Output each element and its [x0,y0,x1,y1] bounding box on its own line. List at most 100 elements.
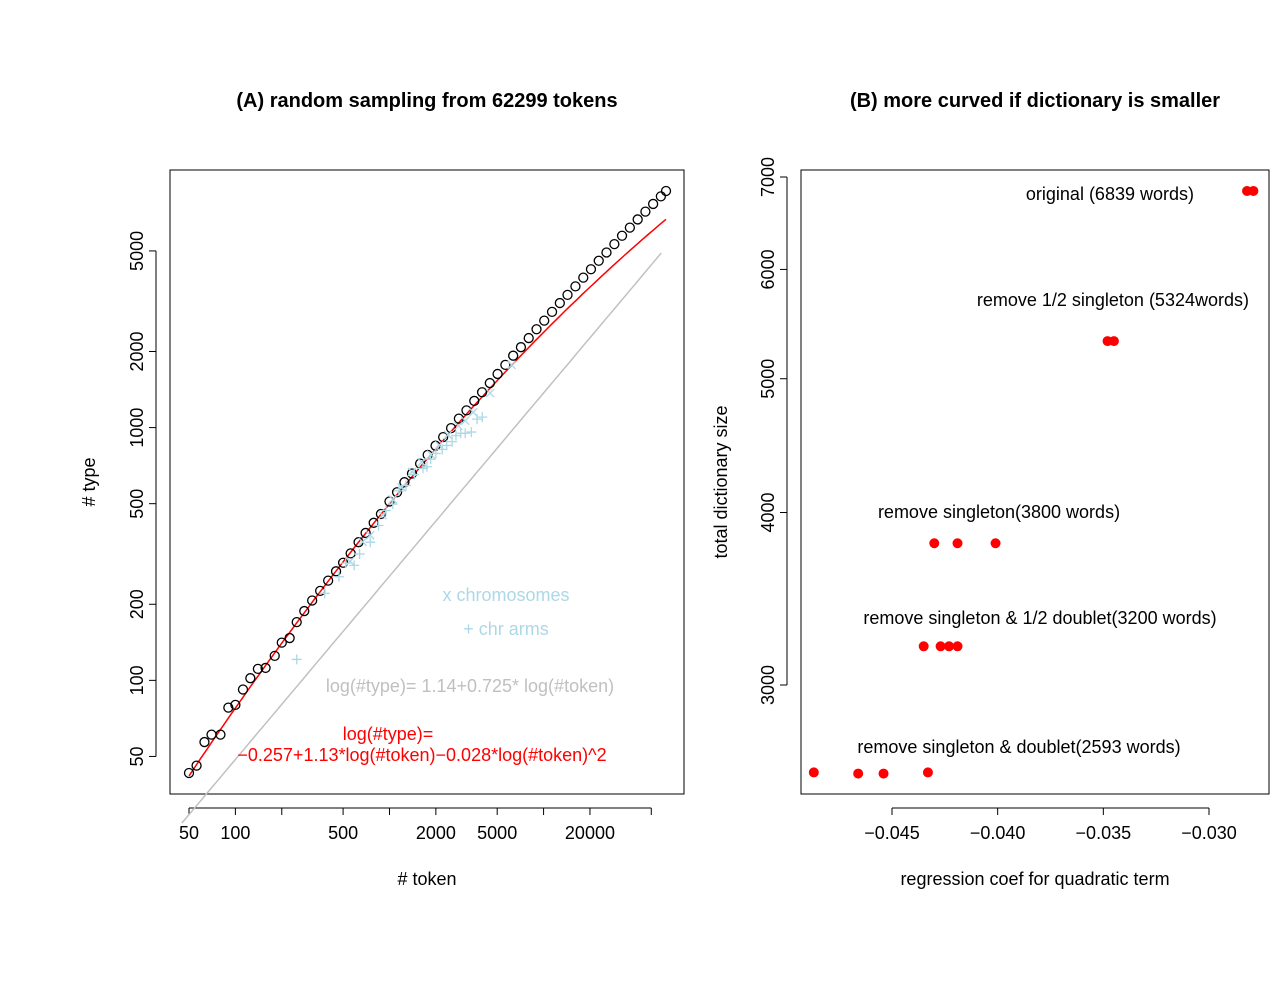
random-sample-point [500,359,511,371]
random-sample-point [562,289,573,301]
panel-b-x-tick-label: −0.045 [864,823,920,843]
random-sample-point [345,548,356,559]
chr-arm-point [421,461,432,472]
random-sample-point [469,395,480,407]
random-sample-point [640,206,651,217]
chromosome-point [345,556,355,566]
chromosome-point [460,416,470,426]
chr-arm-point [430,448,441,459]
random-sample-point [531,324,542,335]
panel-a-y-tick-label: 100 [127,665,147,695]
panel-a-x-tick-label: 100 [220,823,250,843]
random-sample-point [284,632,295,644]
group-label-singleton-doublet: remove singleton & doublet(2593 words) [857,737,1180,757]
chr-arm-point [319,588,330,599]
dictionary-size-point [853,768,864,779]
panel-a-x-tick-label: 50 [179,823,199,843]
random-sample-point [515,342,527,353]
chr-arm-point [349,560,360,571]
dictionary-size-point [990,538,1001,549]
quadratic-fit-equation-line1: log(#type)= [343,724,434,744]
random-sample-point [601,247,612,258]
dictionary-size-point [929,538,940,549]
random-sample-point [523,332,534,344]
chromosome-point [417,457,427,467]
chr-arm-point [472,414,483,425]
chr-arm-point [409,469,420,480]
chr-arm-point [466,427,477,438]
panel-b-x-axis-label: regression coef for quadratic term [900,869,1169,889]
panel-a-x-tick-label: 2000 [416,823,456,843]
random-sample-point [616,230,628,241]
chromosome-point [358,537,368,547]
chromosome-point [365,530,375,540]
dictionary-size-point [922,767,933,778]
random-sample-point [183,767,195,779]
panel-a-plot-frame [169,169,685,795]
random-sample-point [237,684,249,695]
chr-arm-point [365,537,376,548]
panel-a-y-tick-label: 50 [127,746,147,766]
chr-arm-point [401,480,412,491]
random-sample-point [399,477,410,488]
dictionary-size-point [944,641,955,652]
random-sample-point [546,306,558,318]
random-sample-point [307,595,318,606]
quadratic-fit-equation-line2: −0.257+1.13*log(#token)−0.028*log(#token… [237,745,606,765]
group-label-half-singleton: remove 1/2 singleton (5324words) [977,290,1249,310]
panel-b-y-tick-label: 6000 [758,249,778,289]
random-sample-point [330,566,342,577]
random-sample-point [291,616,302,628]
random-sample-point [276,637,287,648]
panel-b-points [808,185,1259,779]
panel-b-plot-frame [800,169,1270,795]
dictionary-size-point [935,641,946,652]
random-sample-point [191,760,202,771]
panel-b-axes: −0.045 −0.040 −0.035 −0.030 3000 4000 5000 6000… [758,157,1237,843]
panel-b-y-tick-label: 7000 [758,157,778,197]
random-sample-point [593,255,604,266]
chr-arm-point [381,505,392,516]
panel-a-y-tick-label: 200 [127,589,147,619]
chromosome-point [507,360,517,370]
dictionary-size-point [1248,185,1259,196]
dictionary-size-point [918,641,929,652]
panel-a-points [183,185,672,779]
linear-fit-line [181,252,662,824]
panel-a-x-tick-label: 5000 [477,823,517,843]
dictionary-size-point [1108,336,1119,347]
panel-a-y-tick-label: 500 [127,489,147,519]
panel-b-y-tick-label: 4000 [758,492,778,532]
chr-arm-point [450,430,461,441]
chromosome-point [485,388,495,398]
random-sample-point [206,729,217,740]
panel-a-x-axis-label: # token [397,869,456,889]
group-label-singleton: remove singleton(3800 words) [878,502,1120,522]
chr-arm-point [477,412,488,423]
random-sample-point [492,368,503,380]
random-sample-point [360,527,371,539]
random-sample-point [199,736,210,748]
dictionary-size-point [952,641,963,652]
random-sample-point [299,605,310,617]
panel-a-y-tick-label: 2000 [127,331,147,371]
random-sample-point [391,487,403,498]
chr-arm-point [393,485,404,496]
random-sample-point [215,729,226,740]
random-sample-point [632,214,643,225]
group-label-singleton-half-doublet: remove singleton & 1/2 doublet(3200 word… [863,608,1216,628]
chromosome-point [377,510,387,520]
panel-b-y-tick-label: 3000 [758,665,778,705]
chr-arm-point [333,571,344,582]
panel-a-y-axis-label: # type [79,457,99,506]
chr-arm-point [460,428,471,439]
panel-a-x-tick-label: 500 [328,823,358,843]
chromosome-point [468,407,478,417]
random-sample-point [406,468,418,479]
chr-arm-point [387,499,398,510]
legend-chr-arms: + chr arms [463,619,549,639]
panel-b-y-axis-label: total dictionary size [711,405,731,558]
chr-arm-point [354,549,365,560]
random-sample-point [323,575,334,586]
